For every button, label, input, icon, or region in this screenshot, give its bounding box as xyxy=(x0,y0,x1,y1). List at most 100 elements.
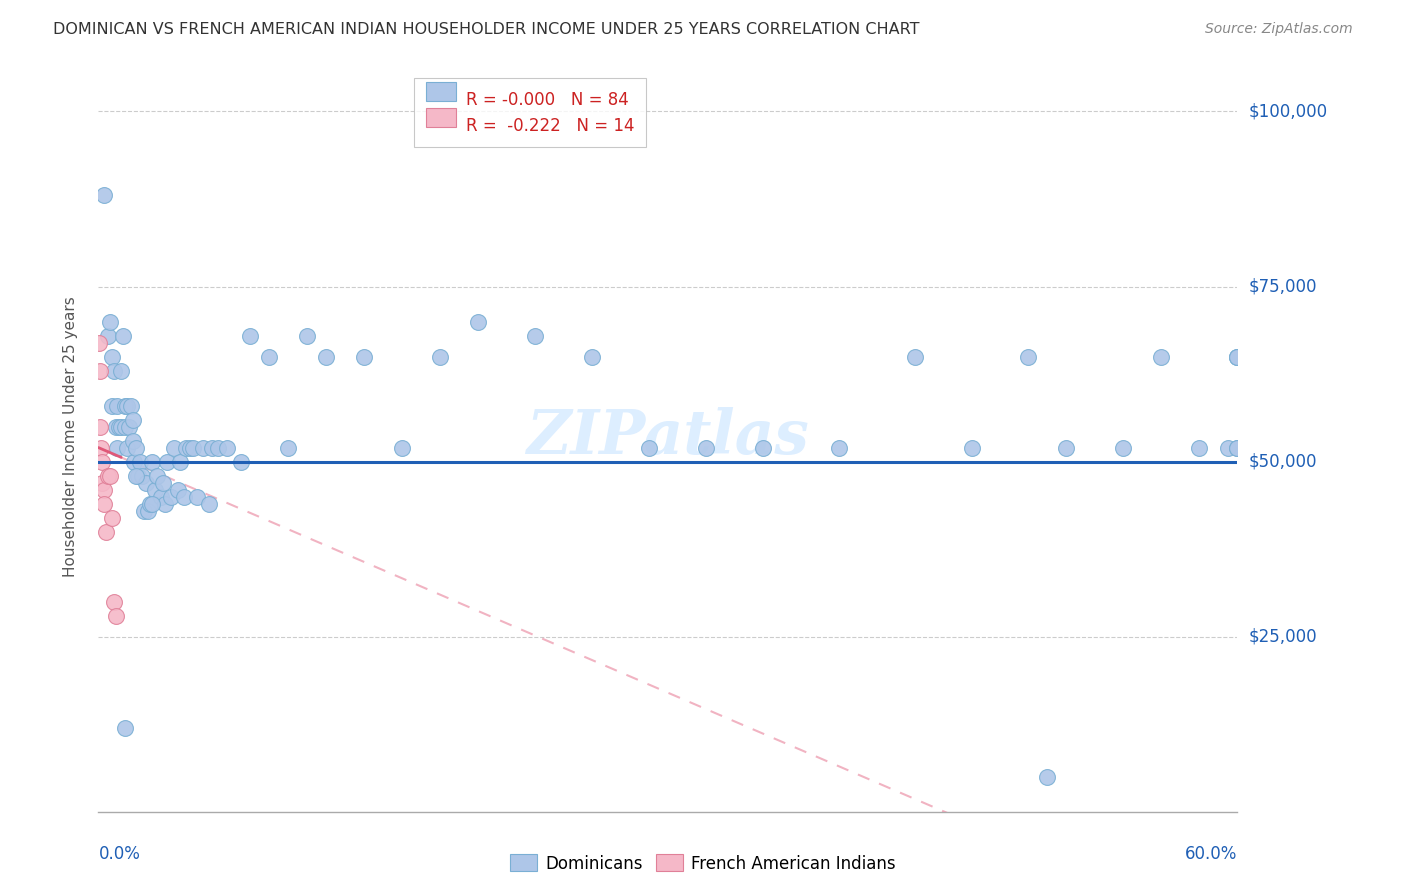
Point xyxy=(124,454,146,468)
Point xyxy=(167,483,190,497)
Point xyxy=(1018,350,1040,364)
Point xyxy=(98,468,121,483)
Point xyxy=(110,419,132,434)
Point xyxy=(108,419,131,434)
Point xyxy=(197,497,219,511)
Point xyxy=(1112,441,1135,455)
Point xyxy=(183,441,205,455)
Point xyxy=(112,328,135,343)
Point xyxy=(695,441,717,455)
Point xyxy=(960,441,983,455)
Point xyxy=(315,350,337,364)
Point xyxy=(136,503,159,517)
Point xyxy=(156,454,179,468)
Point xyxy=(146,468,169,483)
Text: Source: ZipAtlas.com: Source: ZipAtlas.com xyxy=(1205,22,1353,37)
Point xyxy=(1226,350,1249,364)
Point xyxy=(153,497,176,511)
Point xyxy=(110,363,132,377)
Point xyxy=(138,497,160,511)
Point xyxy=(103,363,125,377)
Point xyxy=(115,399,138,413)
Point xyxy=(186,490,208,504)
Point xyxy=(174,441,197,455)
Legend: Dominicans, French American Indians: Dominicans, French American Indians xyxy=(503,847,903,880)
Point xyxy=(135,475,157,490)
Point xyxy=(97,328,120,343)
Point xyxy=(1056,441,1078,455)
Point xyxy=(93,497,115,511)
Point xyxy=(114,721,136,735)
Text: 0.0%: 0.0% xyxy=(98,846,141,863)
Point xyxy=(91,475,114,490)
Point xyxy=(152,475,174,490)
Point xyxy=(297,328,319,343)
Point xyxy=(179,441,201,455)
Point xyxy=(191,441,214,455)
Point xyxy=(145,483,167,497)
Point xyxy=(353,350,375,364)
Text: $100,000: $100,000 xyxy=(1249,103,1327,120)
Legend: R = -0.000   N = 84, R =  -0.222   N = 14: R = -0.000 N = 84, R = -0.222 N = 14 xyxy=(415,78,647,147)
Point xyxy=(173,490,195,504)
Point xyxy=(1226,441,1249,455)
Point xyxy=(467,314,489,328)
Point xyxy=(638,441,661,455)
Point xyxy=(100,510,122,524)
Point xyxy=(127,468,149,483)
Point xyxy=(150,490,173,504)
Point xyxy=(828,441,851,455)
Point xyxy=(391,441,413,455)
Point xyxy=(125,468,148,483)
Text: $50,000: $50,000 xyxy=(1249,452,1317,471)
Point xyxy=(581,350,603,364)
Point xyxy=(524,328,547,343)
Point xyxy=(904,350,927,364)
Point xyxy=(115,441,138,455)
Y-axis label: Householder Income Under 25 years: Householder Income Under 25 years xyxy=(63,297,77,577)
Point xyxy=(98,314,121,328)
Point xyxy=(277,441,299,455)
Point xyxy=(89,363,111,377)
Point xyxy=(1216,441,1239,455)
Point xyxy=(114,399,136,413)
Point xyxy=(121,434,143,448)
Text: $75,000: $75,000 xyxy=(1249,277,1317,295)
Point xyxy=(1036,770,1059,784)
Point xyxy=(1226,441,1249,455)
Point xyxy=(229,454,252,468)
Point xyxy=(103,594,125,608)
Point xyxy=(201,441,224,455)
Point xyxy=(91,454,114,468)
Point xyxy=(141,497,163,511)
Point xyxy=(1150,350,1173,364)
Point xyxy=(163,441,186,455)
Point xyxy=(104,608,127,623)
Text: 60.0%: 60.0% xyxy=(1185,846,1237,863)
Point xyxy=(114,419,136,434)
Text: $25,000: $25,000 xyxy=(1249,628,1317,646)
Point xyxy=(120,399,142,413)
Point xyxy=(239,328,262,343)
Point xyxy=(132,503,155,517)
Text: DOMINICAN VS FRENCH AMERICAN INDIAN HOUSEHOLDER INCOME UNDER 25 YEARS CORRELATIO: DOMINICAN VS FRENCH AMERICAN INDIAN HOUS… xyxy=(53,22,920,37)
Point xyxy=(121,412,143,426)
Point xyxy=(100,399,122,413)
Point xyxy=(259,350,281,364)
Point xyxy=(1226,350,1249,364)
Point xyxy=(93,188,115,202)
Point xyxy=(100,350,122,364)
Point xyxy=(131,468,153,483)
Point xyxy=(89,419,111,434)
Point xyxy=(93,483,115,497)
Point xyxy=(169,454,191,468)
Point xyxy=(94,524,117,539)
Point xyxy=(107,399,129,413)
Point xyxy=(118,419,141,434)
Point xyxy=(97,468,120,483)
Point xyxy=(1188,441,1211,455)
Point xyxy=(129,454,152,468)
Point xyxy=(207,441,229,455)
Point xyxy=(104,419,127,434)
Point xyxy=(429,350,451,364)
